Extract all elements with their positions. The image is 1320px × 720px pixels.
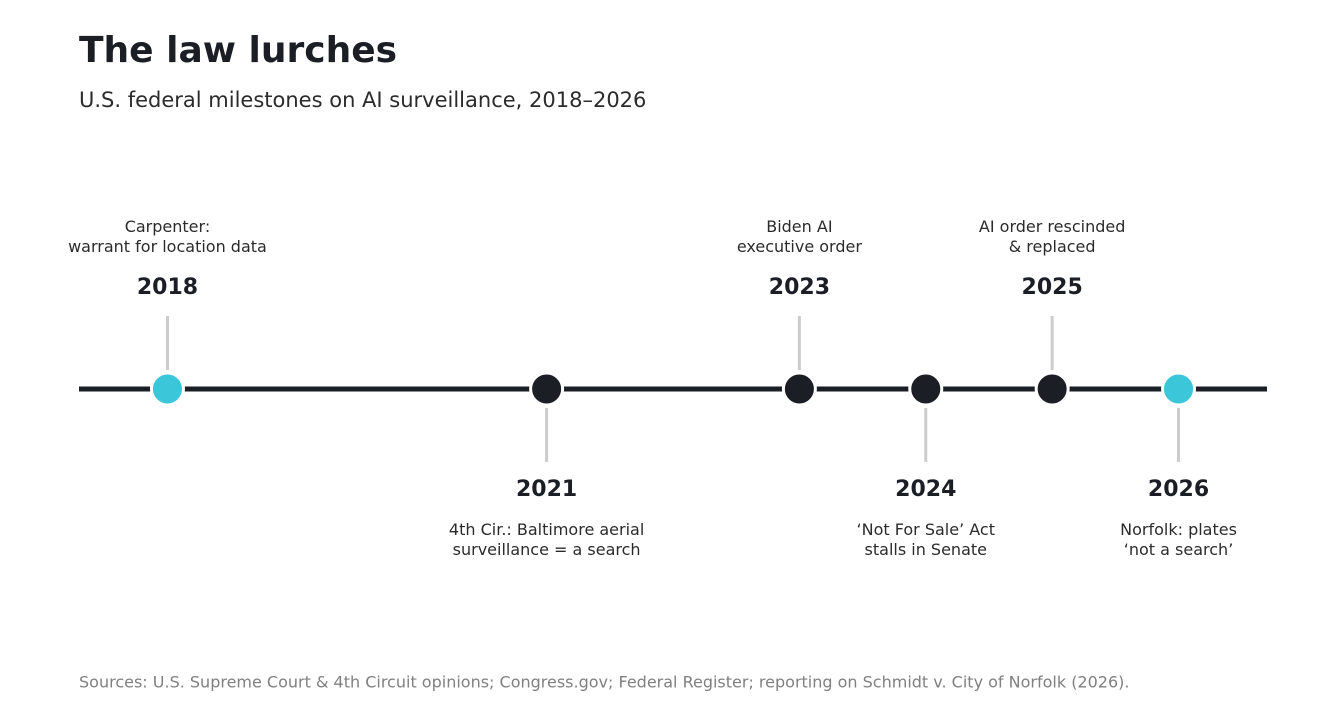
event-label: ‘Not For Sale’ Act stalls in Senate — [857, 520, 995, 559]
event-dot — [1034, 371, 1070, 407]
event-year: 2024 — [895, 477, 956, 502]
event-label: AI order rescinded & replaced — [979, 217, 1125, 256]
chart-subtitle: U.S. federal milestones on AI surveillan… — [79, 88, 646, 112]
chart-title: The law lurches — [79, 30, 397, 71]
event-label: 4th Cir.: Baltimore aerial surveillance =… — [449, 520, 644, 559]
event-dot — [149, 371, 185, 407]
event-year: 2026 — [1148, 477, 1209, 502]
source-note: Sources: U.S. Supreme Court & 4th Circui… — [79, 673, 1129, 692]
event-year: 2023 — [769, 275, 830, 300]
event-label: Carpenter: warrant for location data — [68, 217, 267, 256]
event-dot — [781, 371, 817, 407]
event-year: 2025 — [1022, 275, 1083, 300]
event-year: 2021 — [516, 477, 577, 502]
event-dot — [1161, 371, 1197, 407]
event-year: 2018 — [137, 275, 198, 300]
event-dot — [529, 371, 565, 407]
event-label: Biden AI executive order — [737, 217, 863, 256]
event-label: Norfolk: plates ‘not a search’ — [1120, 520, 1237, 559]
event-dot — [908, 371, 944, 407]
